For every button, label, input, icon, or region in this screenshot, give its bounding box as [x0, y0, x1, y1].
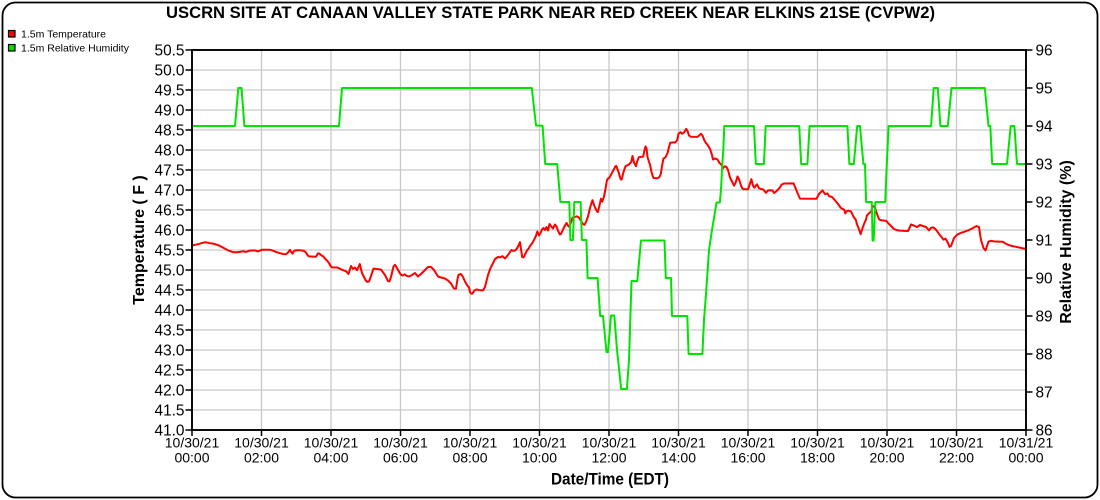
svg-text:10/30/21: 10/30/21: [929, 435, 984, 451]
svg-text:42.5: 42.5: [155, 363, 185, 380]
svg-text:20:00: 20:00: [869, 450, 904, 466]
svg-text:USCRN SITE AT CANAAN VALLEY ST: USCRN SITE AT CANAAN VALLEY STATE PARK N…: [166, 3, 935, 22]
svg-text:88: 88: [1036, 347, 1053, 364]
svg-text:43.0: 43.0: [155, 343, 185, 360]
svg-text:10/30/21: 10/30/21: [860, 435, 915, 451]
svg-text:46.0: 46.0: [155, 223, 185, 240]
svg-text:00:00: 00:00: [1008, 450, 1043, 466]
svg-text:50.0: 50.0: [155, 63, 185, 80]
svg-text:1.5m Relative Humidity: 1.5m Relative Humidity: [21, 43, 130, 55]
svg-text:10:00: 10:00: [522, 450, 557, 466]
svg-text:49.0: 49.0: [155, 103, 185, 120]
svg-text:Temperature ( F ): Temperature ( F ): [131, 175, 148, 305]
svg-text:18:00: 18:00: [800, 450, 835, 466]
svg-text:47.5: 47.5: [155, 163, 185, 180]
svg-text:10/30/21: 10/30/21: [165, 435, 220, 451]
svg-text:48.0: 48.0: [155, 143, 185, 160]
svg-text:46.5: 46.5: [155, 203, 185, 220]
svg-text:10/30/21: 10/30/21: [790, 435, 845, 451]
svg-text:1.5m Temperature: 1.5m Temperature: [21, 29, 106, 41]
svg-text:50.5: 50.5: [155, 43, 185, 60]
svg-text:10/30/21: 10/30/21: [721, 435, 776, 451]
svg-text:Date/Time (EDT): Date/Time (EDT): [551, 470, 669, 489]
svg-text:08:00: 08:00: [452, 450, 487, 466]
svg-text:41.5: 41.5: [155, 403, 185, 420]
svg-text:14:00: 14:00: [661, 450, 696, 466]
svg-text:02:00: 02:00: [244, 450, 279, 466]
svg-text:47.0: 47.0: [155, 183, 185, 200]
svg-text:92: 92: [1036, 195, 1053, 212]
svg-text:42.0: 42.0: [155, 383, 185, 400]
svg-text:44.5: 44.5: [155, 283, 185, 300]
svg-text:96: 96: [1036, 43, 1053, 60]
svg-text:90: 90: [1036, 271, 1053, 288]
svg-text:12:00: 12:00: [591, 450, 626, 466]
svg-text:89: 89: [1036, 309, 1053, 326]
svg-text:22:00: 22:00: [939, 450, 974, 466]
svg-text:45.0: 45.0: [155, 263, 185, 280]
svg-text:87: 87: [1036, 385, 1053, 402]
svg-text:10/30/21: 10/30/21: [234, 435, 289, 451]
svg-text:41.0: 41.0: [155, 423, 185, 440]
svg-text:06:00: 06:00: [383, 450, 418, 466]
svg-text:49.5: 49.5: [155, 83, 185, 100]
svg-text:10/30/21: 10/30/21: [373, 435, 428, 451]
svg-text:10/30/21: 10/30/21: [304, 435, 359, 451]
svg-text:Relative Humidity (%): Relative Humidity (%): [1058, 160, 1075, 324]
svg-text:00:00: 00:00: [174, 450, 209, 466]
svg-text:44.0: 44.0: [155, 303, 185, 320]
svg-text:16:00: 16:00: [730, 450, 765, 466]
svg-text:86: 86: [1036, 423, 1053, 440]
svg-text:10/30/21: 10/30/21: [512, 435, 567, 451]
svg-text:91: 91: [1036, 233, 1053, 250]
svg-text:93: 93: [1036, 157, 1053, 174]
svg-text:48.5: 48.5: [155, 123, 185, 140]
svg-text:43.5: 43.5: [155, 323, 185, 340]
svg-text:94: 94: [1036, 119, 1054, 136]
svg-text:95: 95: [1036, 81, 1053, 98]
svg-text:45.5: 45.5: [155, 243, 185, 260]
svg-text:10/30/21: 10/30/21: [582, 435, 637, 451]
svg-text:04:00: 04:00: [313, 450, 348, 466]
svg-text:10/30/21: 10/30/21: [651, 435, 706, 451]
svg-text:10/30/21: 10/30/21: [443, 435, 498, 451]
svg-text:10/31/21: 10/31/21: [999, 435, 1054, 451]
